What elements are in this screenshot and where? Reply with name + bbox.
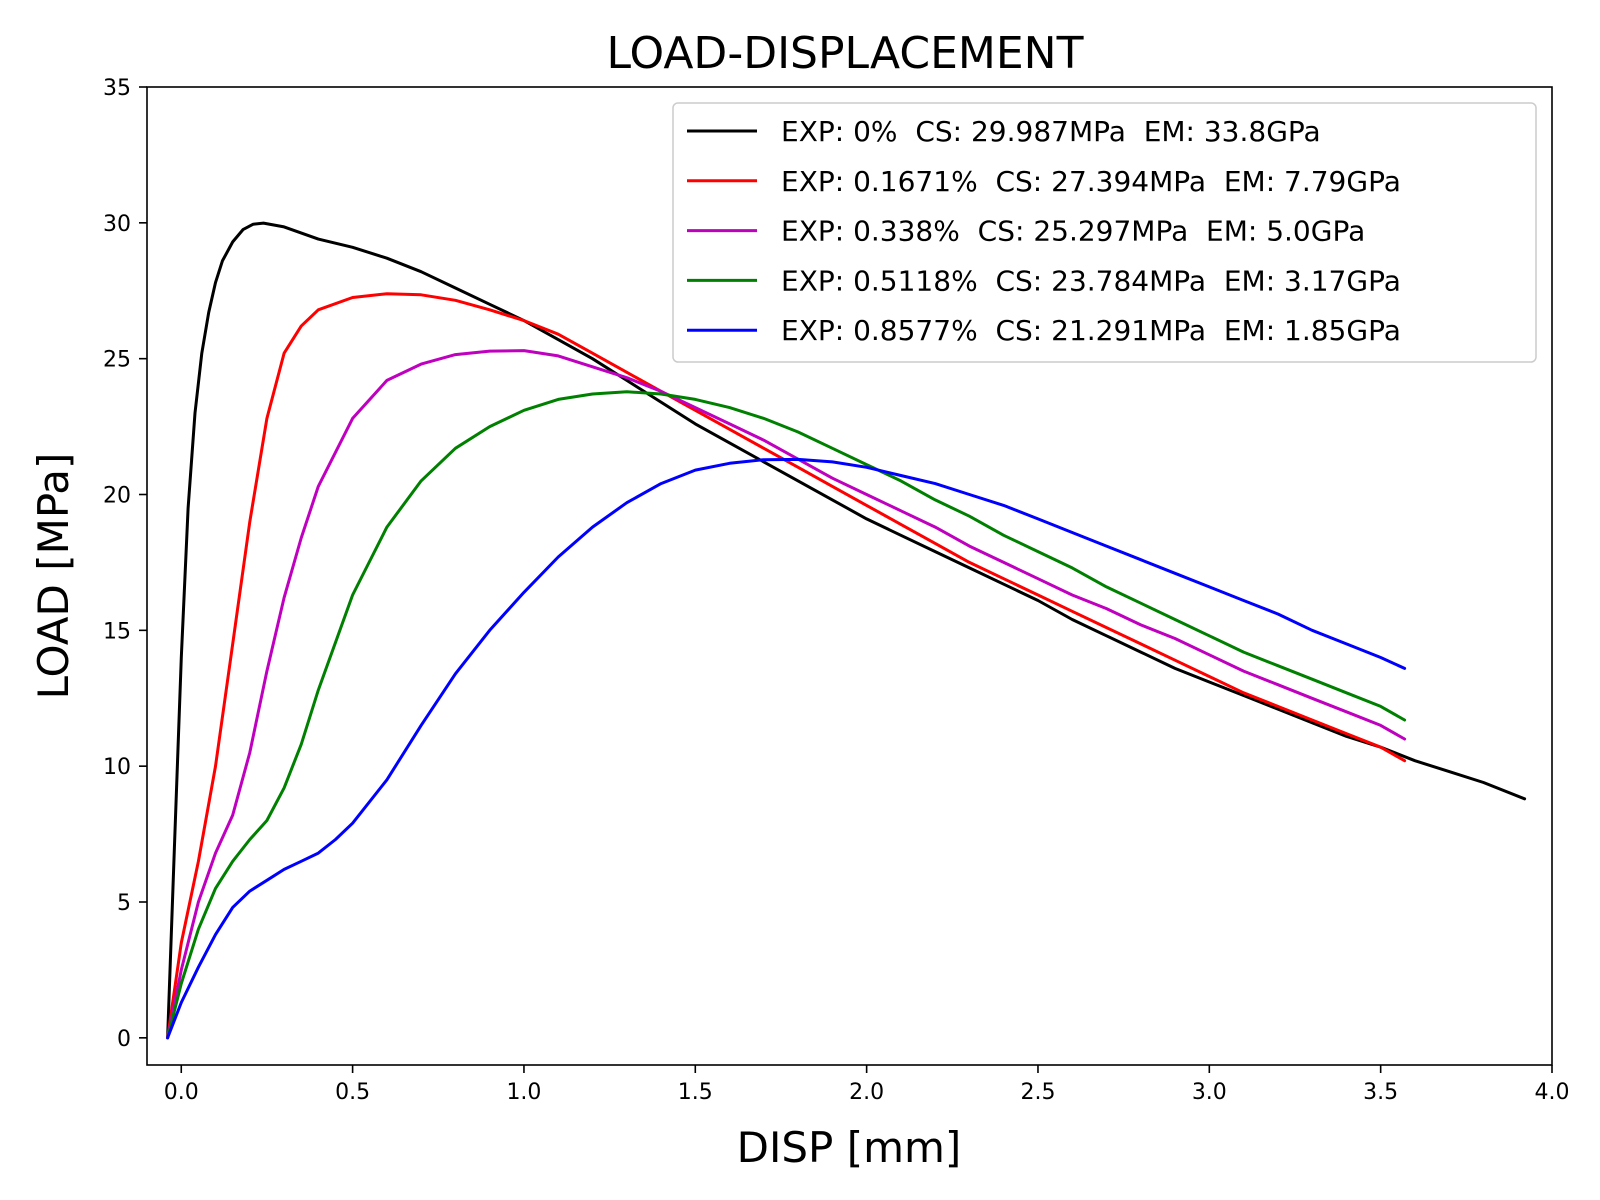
axes-frame	[146, 86, 1553, 1066]
series-line-4	[166, 390, 1407, 1040]
x-tick-label: 3.5	[1363, 1080, 1398, 1105]
x-tick-label: 4.0	[1535, 1080, 1570, 1105]
legend-label-5: EXP: 0.8577% CS: 21.291MPa EM: 1.85GPa	[781, 314, 1401, 347]
y-axis-ticks: 0 5 10 15 20 25 30 35	[103, 76, 147, 1052]
y-tick-label: 20	[103, 484, 131, 509]
series-line-1	[166, 221, 1527, 1040]
legend-label-4: EXP: 0.5118% CS: 23.784MPa EM: 3.17GPa	[781, 264, 1401, 297]
legend-label-3: EXP: 0.338% CS: 25.297MPa EM: 5.0GPa	[781, 215, 1365, 248]
x-tick-label: 0.5	[335, 1080, 370, 1105]
x-axis-ticks: 0.0 0.5 1.0 1.5 2.0 2.5 3.0 3.5 4.0	[164, 1065, 1570, 1105]
x-tick-label: 3.0	[1192, 1080, 1227, 1105]
series-line-5	[166, 457, 1407, 1040]
y-tick-label: 35	[103, 76, 131, 101]
legend-label-1: EXP: 0% CS: 29.987MPa EM: 33.8GPa	[781, 115, 1321, 148]
y-tick-label: 5	[117, 891, 131, 916]
y-tick-label: 0	[117, 1027, 131, 1052]
series-line-2	[166, 292, 1407, 1040]
chart-title: LOAD-DISPLACEMENT	[607, 28, 1084, 79]
x-axis-label: DISP [mm]	[737, 1123, 962, 1172]
x-tick-label: 0.0	[164, 1080, 199, 1105]
y-tick-label: 25	[103, 348, 131, 373]
legend: EXP: 0% CS: 29.987MPa EM: 33.8GPa EXP: 0.…	[672, 102, 1537, 363]
series-line-3	[166, 349, 1407, 1040]
y-tick-label: 15	[103, 619, 131, 644]
x-tick-label: 2.5	[1020, 1080, 1055, 1105]
x-tick-label: 1.5	[678, 1080, 713, 1105]
series-layer	[166, 221, 1527, 1040]
x-tick-label: 2.0	[849, 1080, 884, 1105]
y-axis-label: LOAD [MPa]	[29, 453, 78, 700]
legend-box	[672, 102, 1537, 363]
x-tick-label: 1.0	[506, 1080, 541, 1105]
plot-area	[146, 86, 1553, 1066]
y-tick-label: 30	[103, 212, 131, 237]
legend-label-2: EXP: 0.1671% CS: 27.394MPa EM: 7.79GPa	[781, 165, 1401, 198]
y-tick-label: 10	[103, 755, 131, 780]
